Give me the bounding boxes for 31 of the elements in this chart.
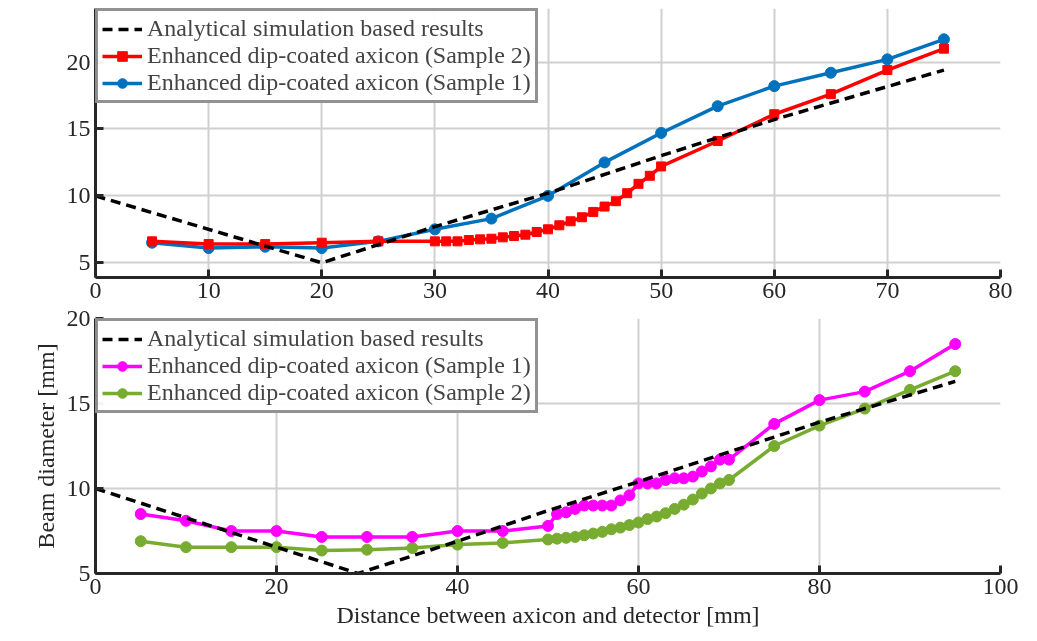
legend-label: Enhanced dip-coated axicon (Sample 1) <box>147 69 531 96</box>
x-axis-title: Distance between axicon and detector [mm] <box>336 601 760 628</box>
y-tick-label: 5 <box>78 249 91 276</box>
legend-label: Enhanced dip-coated axicon (Sample 2) <box>147 42 531 69</box>
x-tick-label: 80 <box>988 276 1013 303</box>
y-tick-label: 15 <box>66 390 91 416</box>
x-tick-label: 20 <box>264 572 289 599</box>
x-tick-label: 100 <box>982 572 1019 599</box>
legend-label: Analytical simulation based results <box>147 325 484 352</box>
legend-label: Analytical simulation based results <box>147 15 484 42</box>
x-tick-label: 60 <box>762 276 787 303</box>
x-tick-label: 30 <box>422 276 447 303</box>
x-tick-label: 40 <box>445 572 470 599</box>
x-tick-label: 40 <box>536 276 560 303</box>
x-tick-label: 80 <box>807 572 832 599</box>
y-tick-label: 10 <box>66 182 91 209</box>
y-tick-label: 20 <box>66 305 91 331</box>
x-tick-label: 10 <box>196 276 221 303</box>
x-tick-label: 70 <box>875 276 900 303</box>
y-tick-label: 10 <box>66 475 91 501</box>
x-tick-label: 50 <box>649 276 674 303</box>
x-tick-label: 0 <box>89 572 102 599</box>
y-tick-label: 15 <box>66 115 91 142</box>
legend-label: Enhanced dip-coated axicon (Sample 2) <box>147 379 531 406</box>
y-tick-label: 5 <box>78 560 91 586</box>
legend-label: Enhanced dip-coated axicon (Sample 1) <box>147 352 531 379</box>
x-tick-label: 20 <box>309 276 334 303</box>
x-tick-label: 60 <box>626 572 651 599</box>
y-tick-label: 20 <box>66 48 91 75</box>
x-tick-label: 0 <box>89 276 102 303</box>
y-axis-title: Beam diameter [mm] <box>32 343 59 549</box>
